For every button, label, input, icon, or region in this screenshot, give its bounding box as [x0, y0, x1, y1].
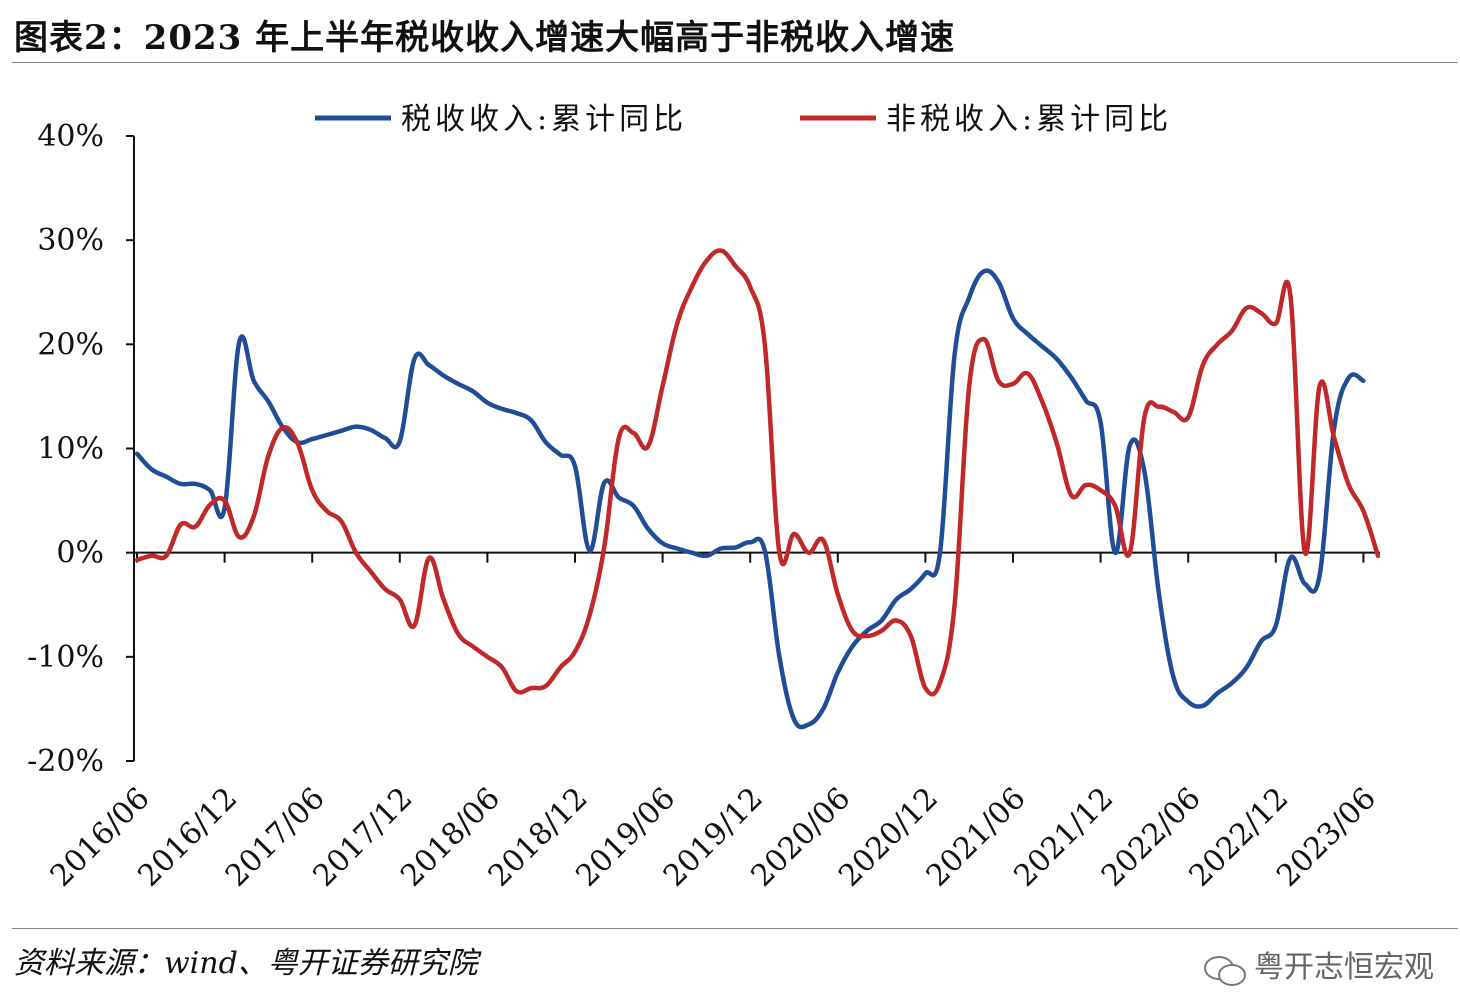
y-tick-label: 20%	[37, 327, 104, 362]
footer-divider	[12, 928, 1458, 929]
series-line-tax-revenue	[134, 268, 1366, 730]
series-line-non-tax-revenue	[134, 248, 1381, 697]
chart-legend: 税收收入:累计同比 非税收入:累计同比	[315, 102, 1172, 137]
y-tick-label: -20%	[27, 744, 104, 779]
chart-axes: -20%-10%0%10%20%30%40%2016/062016/122017…	[27, 119, 1383, 894]
legend-label: 非税收入:累计同比	[886, 102, 1172, 137]
y-tick-label: 30%	[37, 223, 104, 258]
line-chart: -20%-10%0%10%20%30%40%2016/062016/122017…	[27, 102, 1383, 894]
legend-label: 税收收入:累计同比	[401, 102, 687, 137]
chart-title: 图表2：2023 年上半年税收收入增速大幅高于非税收入增速	[14, 18, 956, 58]
chart-series	[134, 248, 1381, 730]
y-tick-label: 0%	[56, 536, 104, 571]
y-tick-label: 40%	[37, 119, 104, 154]
y-tick-label: -10%	[27, 640, 104, 675]
y-tick-label: 10%	[37, 432, 104, 467]
title-divider	[12, 62, 1458, 63]
source-note: 资料来源：wind、粤开证券研究院	[14, 946, 478, 981]
watermark: 粤开志恒宏观	[1204, 942, 1434, 986]
watermark-text: 粤开志恒宏观	[1254, 950, 1434, 985]
wechat-icon	[1204, 952, 1248, 986]
